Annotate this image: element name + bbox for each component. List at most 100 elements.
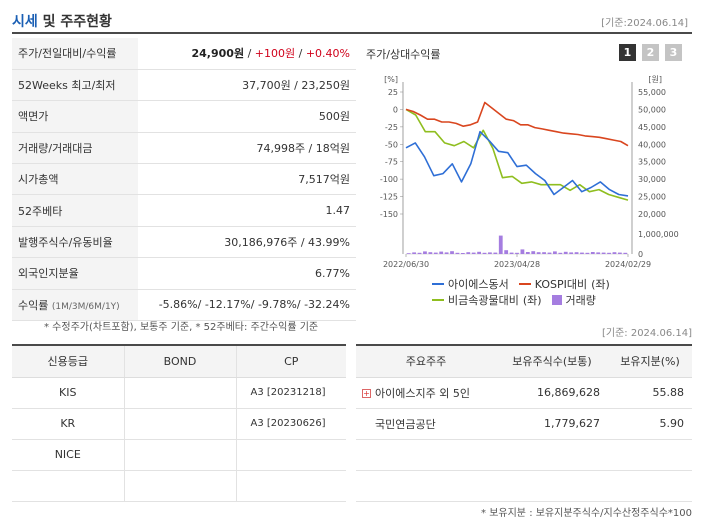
volume-bar — [417, 252, 422, 254]
separator: / — [295, 47, 306, 61]
volume-bar — [542, 252, 546, 254]
table-row: + 아이에스지주 외 5인 16,869,628 55.88 — [356, 377, 692, 409]
volume-bar — [444, 252, 449, 254]
legend-item: KOSPI대비 (좌) — [518, 276, 610, 292]
credit-cp: A3 [20230626] — [236, 408, 346, 440]
quote-table: 주가/전일대비/수익률 24,900원 / +100원 / +0.40% 52W… — [12, 38, 356, 322]
volume-bar — [455, 252, 460, 254]
quote-label: 주가/전일대비/수익률 — [12, 38, 138, 70]
volume-bar — [585, 252, 590, 254]
holder-name-cell: + 아이에스지주 외 5인 — [356, 377, 496, 409]
quote-row: 외국인지분율 6.77% — [12, 257, 356, 290]
holder-shares — [496, 439, 608, 471]
volume-bar — [466, 252, 471, 254]
section-header: 시세 및 주주현황 [기준:2024.06.14] — [12, 6, 692, 34]
left-tick-label: -75 — [385, 158, 398, 167]
chart-tabs: 1 2 3 — [619, 44, 682, 61]
volume-bar — [525, 252, 530, 254]
quote-value: 6.77% — [138, 257, 356, 290]
holder-shares: 1,779,627 — [496, 408, 608, 440]
volume-bar — [412, 252, 417, 254]
volume-bar — [450, 251, 454, 254]
holder-name: 아이에스지주 외 5인 — [375, 386, 470, 400]
credit-bond — [124, 377, 237, 409]
quote-row-price: 주가/전일대비/수익률 24,900원 / +100원 / +0.40% — [12, 38, 356, 70]
right-tick-label: 40,000 — [638, 140, 666, 149]
legend-label: 거래량 — [565, 294, 596, 307]
left-tick-label: -25 — [385, 123, 398, 132]
table-row — [356, 470, 692, 502]
table-row — [12, 470, 346, 502]
legend-item: 비금속광물대비 (좌) — [432, 292, 542, 308]
volume-bar — [488, 252, 492, 254]
volume-bar — [590, 252, 595, 254]
quote-label: 52주베타 — [12, 194, 138, 227]
volume-bar — [520, 249, 525, 254]
table-row — [356, 439, 692, 471]
table-row: 국민연금공단 1,779,627 5.90 — [356, 408, 692, 440]
credit-cp: A3 [20231218] — [236, 377, 346, 409]
footnote-date: [기준: 2024.06.14] — [601, 328, 692, 339]
series-line — [405, 108, 629, 201]
volume-bar — [531, 251, 536, 254]
legend-label: 비금속광물대비 — [448, 294, 519, 307]
left-tick-label: 25 — [388, 88, 398, 97]
quote-row: 발행주식수/유동비율 30,186,976주 / 43.99% — [12, 226, 356, 259]
quote-row-returns: 수익률 (1M/3M/6M/1Y) -5.86%/ -12.17%/ -9.78… — [12, 289, 356, 322]
column-header: 보유지분(%) — [608, 345, 692, 378]
volume-bar — [498, 235, 503, 254]
chart-tab-1[interactable]: 1 — [619, 44, 636, 61]
holder-shares: 16,869,628 — [496, 377, 608, 409]
right-tick-label: 55,000 — [638, 88, 666, 97]
legend-label: KOSPI대비 — [534, 278, 588, 291]
quote-value: 74,998주 / 18억원 — [138, 132, 356, 165]
volume-bar — [596, 252, 601, 254]
return-periods: (1M/3M/6M/1Y) — [51, 301, 120, 312]
quote-value: 24,900원 / +100원 / +0.40% — [138, 38, 356, 70]
credit-cp — [236, 439, 346, 471]
left-tick-label: -150 — [380, 210, 398, 219]
quote-row: 액면가 500원 — [12, 100, 356, 133]
left-tick-label: 0 — [393, 105, 398, 114]
volume-bar — [553, 251, 557, 254]
volume-bar — [477, 251, 481, 254]
volume-tick-label: 0 — [638, 250, 643, 259]
quote-row: 52주베타 1.47 — [12, 194, 356, 227]
quote-row: 거래량/거래대금 74,998주 / 18억원 — [12, 132, 356, 165]
current-price: 24,900원 — [191, 47, 245, 61]
volume-bar — [433, 252, 438, 254]
separator: / — [244, 47, 255, 61]
volume-bar — [601, 252, 606, 254]
credit-bond — [124, 470, 237, 502]
price-change: +100원 — [254, 47, 296, 61]
chart-panel: 주가/상대수익률 1 2 3 [%] [원] 25 0 -25 -50 -75 -100 -12… — [360, 38, 692, 310]
credit-bond — [124, 439, 237, 471]
quote-value: 7,517억원 — [138, 163, 356, 196]
left-tick-label: -125 — [380, 193, 398, 202]
column-header: 주요주주 — [356, 345, 496, 378]
holder-pct: 5.90 — [608, 408, 692, 440]
holder-name — [356, 470, 496, 502]
return-3m: -12.17%/ — [201, 298, 255, 312]
plus-icon[interactable]: + — [362, 389, 371, 398]
volume-bar — [439, 251, 444, 254]
right-tick-label: 50,000 — [638, 105, 666, 114]
title-rest: 및 주주현황 — [37, 14, 112, 30]
volume-bar — [460, 253, 465, 254]
column-header: CP — [236, 345, 346, 378]
table-row: KIS A3 [20231218] — [12, 377, 346, 409]
chart-tab-3[interactable]: 3 — [665, 44, 682, 61]
quote-label: 발행주식수/유동비율 — [12, 226, 138, 259]
volume-bar — [547, 252, 552, 254]
price-chart: [%] [원] 25 0 -25 -50 -75 -100 -125 -150 55,000 50,0… — [380, 75, 679, 269]
legend-line-swatch — [432, 299, 444, 301]
right-tick-label: 30,000 — [638, 175, 666, 184]
volume-bar — [574, 252, 579, 254]
right-tick-label: 20,000 — [638, 210, 666, 219]
chart-tab-2[interactable]: 2 — [642, 44, 659, 61]
price-change-pct: +0.40% — [305, 47, 350, 61]
holder-name — [356, 439, 496, 471]
title-accent: 시세 — [12, 14, 38, 30]
quote-value: 500원 — [138, 100, 356, 133]
holder-pct — [608, 470, 692, 502]
